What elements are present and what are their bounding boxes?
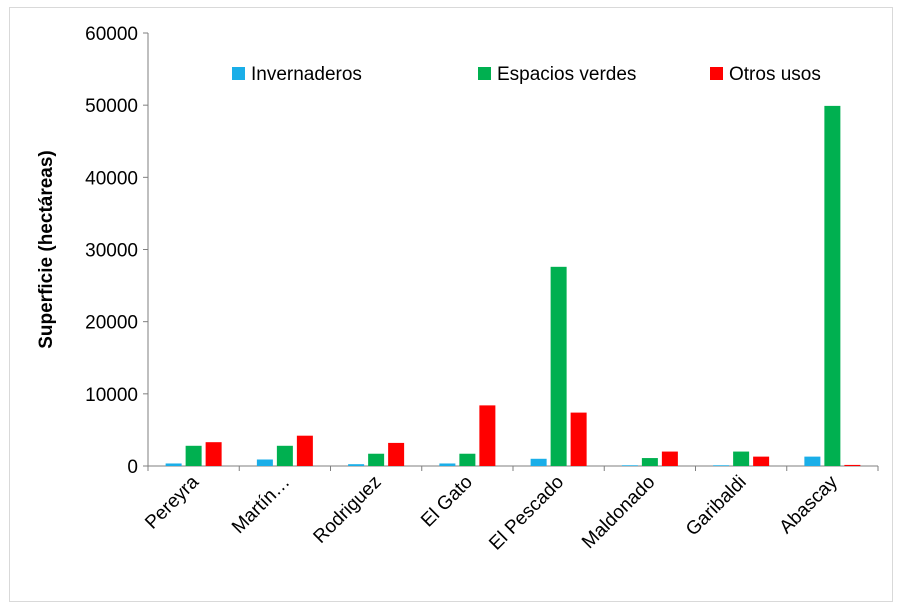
bar-otros-usos xyxy=(479,405,496,466)
bar-otros-usos xyxy=(844,464,861,466)
chart-frame xyxy=(9,7,893,602)
bar-otros-usos xyxy=(570,412,587,466)
x-tick-label: El Pescado xyxy=(485,472,568,555)
bar-otros-usos xyxy=(661,451,678,466)
bar-espacios-verdes xyxy=(824,105,841,466)
y-tick-label: 10000 xyxy=(85,385,138,406)
axes xyxy=(147,33,878,467)
bar-invernaderos xyxy=(439,463,456,466)
x-tick-labels: Pereyra Martín… Rodriguez El Gato El Pescado… xyxy=(141,466,879,555)
bar-invernaderos xyxy=(165,463,182,466)
x-tick-label: Garibaldi xyxy=(682,472,751,541)
legend-swatch xyxy=(232,67,245,80)
bar-otros-usos xyxy=(296,435,313,466)
legend-label: Espacios verdes xyxy=(497,64,636,85)
y-tick-label: 0 xyxy=(127,457,138,478)
bar-espacios-verdes xyxy=(276,445,293,466)
x-tick-label: Martín… xyxy=(228,472,294,538)
x-tick-label: Abascay xyxy=(776,471,843,538)
x-tick-label: Rodriguez xyxy=(310,472,386,548)
x-tick-label: Pereyra xyxy=(141,471,203,533)
y-tick-label: 60000 xyxy=(85,24,138,45)
bar-invernaderos xyxy=(804,456,821,466)
bar-espacios-verdes xyxy=(550,266,567,466)
bar-otros-usos xyxy=(753,456,770,466)
legend-label: Invernaderos xyxy=(251,64,362,85)
bar-invernaderos xyxy=(621,465,638,466)
x-tick-label: Maldonado xyxy=(578,472,659,553)
legend-label: Otros usos xyxy=(729,64,821,85)
bar-invernaderos xyxy=(713,465,730,466)
bar-espacios-verdes xyxy=(459,453,476,466)
bar-otros-usos xyxy=(388,442,405,466)
bars xyxy=(165,105,861,466)
y-axis-label: Superficie (hectáreas) xyxy=(36,150,57,349)
legend: Invernaderos Espacios verdes Otros usos xyxy=(232,64,821,85)
bar-otros-usos xyxy=(205,442,222,466)
bar-invernaderos xyxy=(530,458,547,466)
bar-espacios-verdes xyxy=(185,445,202,466)
legend-swatch xyxy=(710,67,723,80)
bar-espacios-verdes xyxy=(641,458,658,466)
legend-swatch xyxy=(478,67,491,80)
y-ticks: 0 10000 20000 30000 40000 50000 60000 xyxy=(85,24,148,478)
x-tick-label: El Gato xyxy=(417,472,477,532)
y-tick-label: 40000 xyxy=(85,168,138,189)
y-tick-label: 50000 xyxy=(85,96,138,117)
bar-invernaderos xyxy=(256,459,273,466)
y-tick-label: 30000 xyxy=(85,241,138,262)
bar-espacios-verdes xyxy=(368,453,385,466)
y-tick-label: 20000 xyxy=(85,313,138,334)
bar-invernaderos xyxy=(348,464,365,466)
bar-espacios-verdes xyxy=(733,451,750,466)
